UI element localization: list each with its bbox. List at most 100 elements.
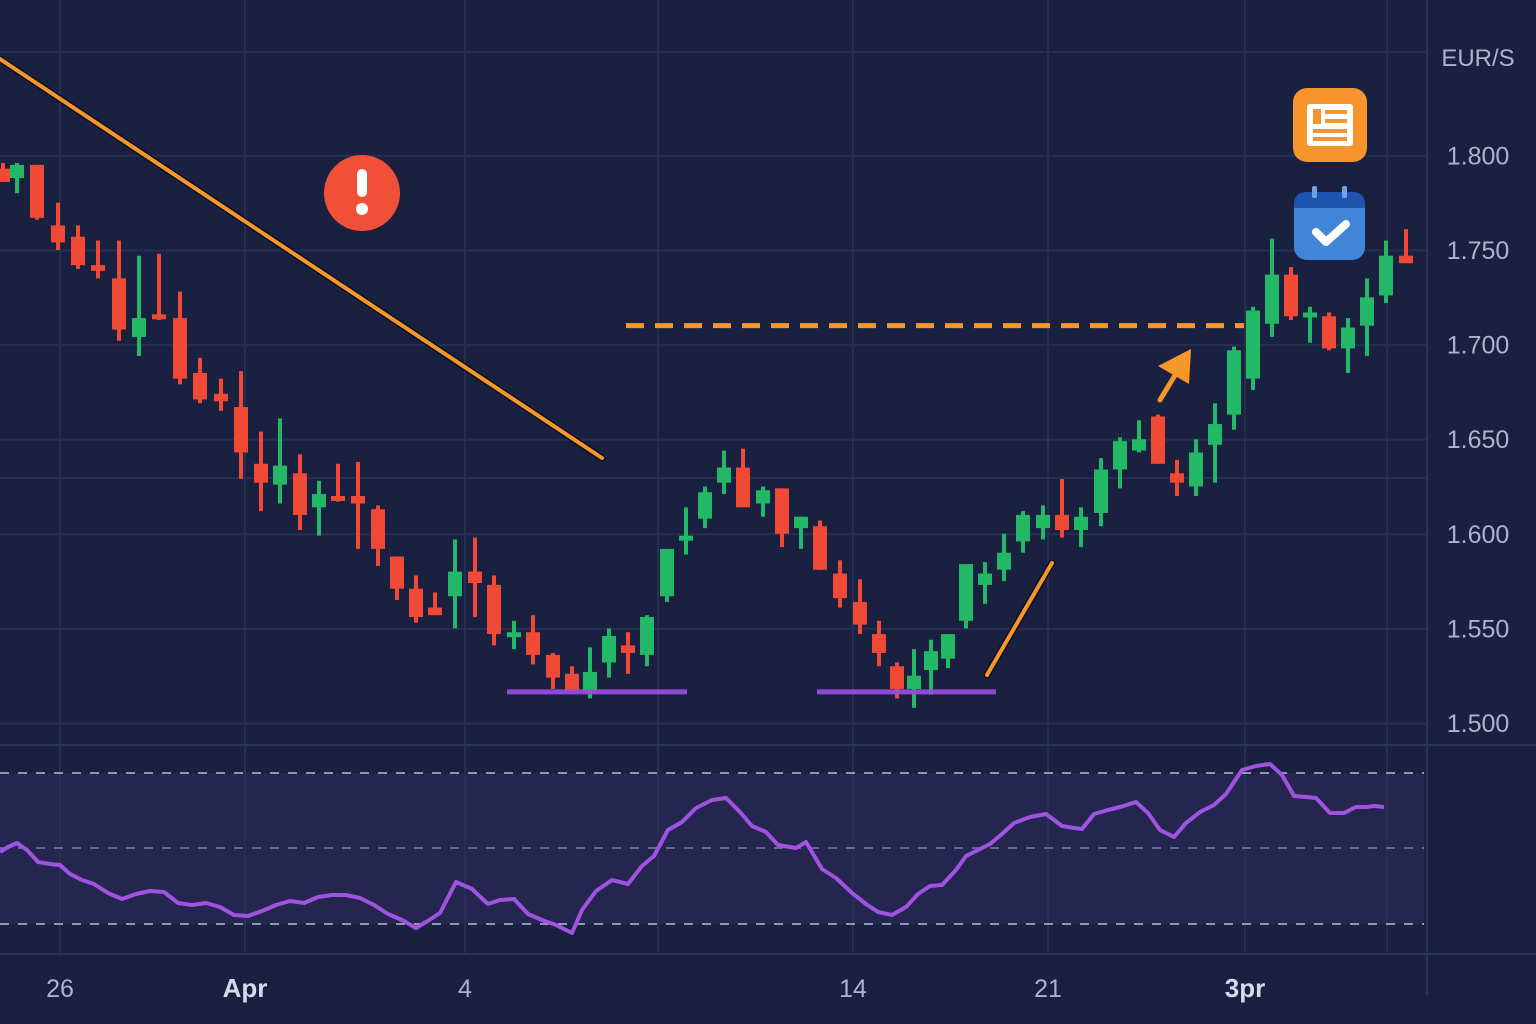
- time-axis[interactable]: 26 Apr 4 14 21 3pr: [46, 973, 1265, 1003]
- candle[interactable]: [546, 652, 560, 689]
- candle[interactable]: [959, 564, 973, 629]
- newspaper-line: [1313, 137, 1347, 141]
- candle[interactable]: [853, 579, 867, 635]
- candle-wick: [433, 592, 437, 616]
- candlestick-series[interactable]: [0, 162, 1413, 708]
- candle[interactable]: [0, 162, 10, 182]
- breakout-arrow-icon[interactable]: [1157, 349, 1191, 403]
- candle[interactable]: [1074, 507, 1088, 548]
- candle[interactable]: [736, 448, 750, 508]
- trendline[interactable]: [0, 57, 604, 460]
- candle[interactable]: [331, 463, 345, 502]
- candle[interactable]: [1189, 439, 1203, 496]
- trendline[interactable]: [985, 561, 1054, 677]
- candle[interactable]: [468, 537, 482, 618]
- candle[interactable]: [10, 162, 24, 194]
- candle[interactable]: [1036, 505, 1050, 540]
- candle[interactable]: [173, 291, 187, 385]
- grid-lines: [0, 0, 1427, 954]
- time-tick-label: 4: [458, 975, 472, 1003]
- candle[interactable]: [312, 480, 326, 536]
- candle[interactable]: [112, 240, 126, 341]
- candle[interactable]: [152, 253, 166, 321]
- candle[interactable]: [1284, 267, 1298, 321]
- candle[interactable]: [679, 507, 693, 555]
- candle[interactable]: [621, 632, 635, 674]
- candle-body: [173, 318, 187, 379]
- calendar-badge[interactable]: [1294, 186, 1365, 260]
- candle[interactable]: [833, 560, 847, 608]
- candle[interactable]: [234, 371, 248, 479]
- candle[interactable]: [717, 450, 731, 495]
- price-tick-label: 1.700: [1447, 332, 1510, 360]
- candle[interactable]: [1113, 437, 1127, 489]
- candle[interactable]: [1151, 414, 1165, 464]
- candle[interactable]: [91, 240, 105, 279]
- candle[interactable]: [526, 615, 540, 665]
- candle[interactable]: [371, 505, 385, 566]
- candle[interactable]: [1360, 278, 1374, 356]
- candle[interactable]: [487, 575, 501, 646]
- candle[interactable]: [293, 454, 307, 531]
- candle[interactable]: [1303, 306, 1317, 343]
- candle[interactable]: [428, 592, 442, 616]
- candle-body: [565, 673, 579, 691]
- oscillator-line[interactable]: [0, 762, 1385, 935]
- candle[interactable]: [254, 431, 268, 512]
- candle[interactable]: [924, 639, 938, 695]
- candle[interactable]: [132, 255, 146, 356]
- candle[interactable]: [1399, 229, 1413, 264]
- candle[interactable]: [1055, 478, 1069, 538]
- candle-body: [717, 467, 731, 483]
- price-axis[interactable]: 1.800 1.750 1.700 1.650 1.600 1.550 1.500: [1447, 142, 1510, 738]
- candle[interactable]: [1322, 312, 1336, 351]
- candle[interactable]: [390, 556, 404, 601]
- candle[interactable]: [1094, 458, 1108, 527]
- alert-badge[interactable]: [324, 155, 400, 231]
- candle[interactable]: [756, 486, 770, 517]
- candle[interactable]: [273, 418, 287, 504]
- candle[interactable]: [1379, 240, 1393, 303]
- candle[interactable]: [813, 520, 827, 570]
- symbol-label: EUR/S: [1441, 45, 1514, 72]
- candle[interactable]: [1341, 318, 1355, 373]
- candle[interactable]: [872, 620, 886, 667]
- candle[interactable]: [941, 634, 955, 669]
- candle[interactable]: [30, 164, 44, 220]
- candle[interactable]: [907, 649, 921, 708]
- candle[interactable]: [583, 647, 597, 699]
- oscillator-levels: [0, 772, 1424, 925]
- candle[interactable]: [1208, 403, 1222, 483]
- candle[interactable]: [660, 548, 674, 602]
- candle[interactable]: [1265, 238, 1279, 338]
- overlays[interactable]: [0, 55, 1244, 679]
- candle[interactable]: [1246, 306, 1260, 391]
- candle[interactable]: [978, 562, 992, 604]
- candle[interactable]: [775, 488, 789, 548]
- candle[interactable]: [193, 357, 207, 404]
- candle[interactable]: [71, 225, 85, 269]
- candle-wick: [799, 516, 803, 549]
- candle[interactable]: [214, 378, 228, 411]
- candle[interactable]: [351, 461, 365, 549]
- candle[interactable]: [1016, 511, 1030, 553]
- candle[interactable]: [602, 628, 616, 678]
- candle[interactable]: [997, 533, 1011, 582]
- candle[interactable]: [409, 575, 423, 623]
- candle[interactable]: [1170, 460, 1184, 496]
- candle[interactable]: [640, 615, 654, 667]
- price-tick-label: 1.750: [1447, 237, 1510, 265]
- candle[interactable]: [51, 202, 65, 250]
- candle[interactable]: [448, 539, 462, 629]
- news-badge[interactable]: [1293, 88, 1367, 162]
- candle[interactable]: [890, 662, 904, 699]
- candle[interactable]: [1227, 346, 1241, 430]
- candle[interactable]: [1132, 420, 1146, 453]
- candle[interactable]: [507, 620, 521, 650]
- candle[interactable]: [565, 666, 579, 691]
- candle[interactable]: [794, 516, 808, 549]
- candle-body: [813, 526, 827, 570]
- candle[interactable]: [698, 486, 712, 529]
